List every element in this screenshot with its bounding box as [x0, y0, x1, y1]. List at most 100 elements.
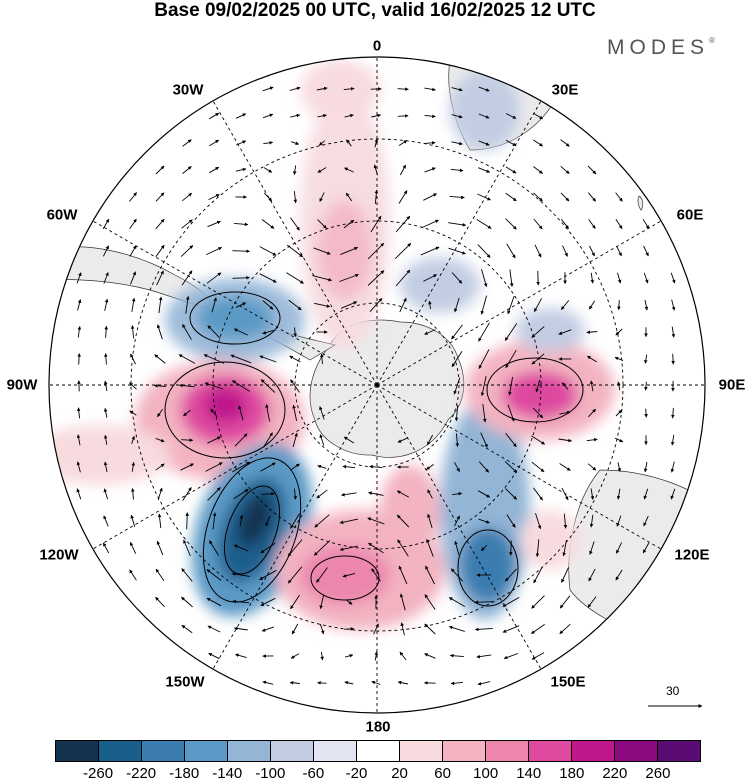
colorbar-tick-label: -260	[83, 765, 114, 782]
colorbar-tick-label: -20	[345, 765, 368, 782]
wind-arrow	[129, 245, 137, 257]
meridian-line	[212, 100, 378, 386]
wind-arrow	[262, 680, 274, 685]
wind-arrow	[207, 220, 221, 228]
wind-arrow	[77, 326, 82, 338]
wind-arrow	[586, 437, 598, 442]
wind-arrow	[509, 540, 513, 556]
pos-anomaly-west-max	[203, 387, 247, 423]
wind-arrow	[182, 166, 192, 174]
wind-arrow	[290, 513, 300, 529]
contour-south	[310, 555, 380, 601]
colorbar-swatch	[443, 741, 486, 761]
wind-arrow	[589, 245, 595, 257]
wind-arrow	[505, 349, 517, 369]
wind-arrow	[290, 379, 300, 393]
wind-arrow	[342, 572, 356, 578]
modes-logo: MODES®	[607, 36, 715, 60]
wind-arrow	[212, 512, 217, 530]
wind-arrow	[505, 218, 517, 230]
wind-arrow	[531, 435, 546, 445]
wind-arrow	[454, 297, 460, 313]
wind-arrow	[397, 539, 409, 557]
wind-arrow	[343, 219, 355, 229]
wind-arrow	[448, 597, 466, 607]
lon-label-120w: 120W	[39, 546, 79, 564]
wind-arrow	[339, 273, 359, 282]
meridian-line	[376, 384, 662, 550]
wind-arrow	[616, 515, 622, 527]
wind-arrow	[670, 434, 675, 446]
wind-arrow	[291, 623, 299, 635]
wind-arrow	[233, 544, 248, 552]
lon-label-60w: 60W	[46, 206, 78, 224]
wind-arrow	[617, 462, 622, 472]
neg-anomaly-sw-atlantic-core	[197, 296, 273, 340]
wind-arrow	[259, 246, 277, 256]
wind-arrow	[157, 513, 162, 529]
wind-arrow	[505, 432, 517, 448]
wind-arrow	[562, 245, 568, 257]
colorbar-swatch	[142, 741, 185, 761]
wind-arrow	[587, 165, 597, 175]
wind-arrow	[615, 192, 623, 202]
wind-arrow	[290, 463, 300, 471]
wind-arrow	[236, 302, 247, 308]
wind-arrow	[561, 219, 569, 229]
wind-arrow	[671, 353, 675, 365]
wind-arrow	[319, 595, 324, 610]
wind-arrow	[395, 215, 411, 233]
wind-arrow	[102, 245, 110, 257]
wind-arrow	[590, 488, 595, 500]
wind-arrow	[260, 597, 276, 607]
contour-southeast	[457, 529, 519, 607]
wind-arrow	[617, 300, 621, 311]
wind-arrow	[451, 141, 463, 146]
wind-arrow	[262, 113, 274, 119]
graticule	[49, 57, 705, 713]
wind-arrow	[671, 326, 676, 338]
wind-arrow	[155, 165, 165, 175]
wind-arrow	[588, 300, 596, 310]
wind-arrow	[587, 596, 597, 608]
wind-arrow	[423, 274, 438, 282]
wind-vectors	[76, 86, 676, 686]
wind-arrow	[502, 625, 520, 633]
wind-arrow	[181, 568, 193, 582]
wind-arrow	[341, 492, 357, 497]
colorbar-swatch	[314, 741, 357, 761]
wind-arrow	[289, 355, 301, 363]
wind-arrow	[316, 567, 328, 583]
wind-arrow	[531, 595, 545, 609]
wind-arrow	[76, 434, 81, 446]
wind-arrow	[451, 350, 463, 368]
wind-arrow	[211, 297, 217, 313]
wind-arrow	[502, 597, 520, 607]
wind-arrow	[424, 167, 436, 173]
wind-arrow	[371, 680, 381, 685]
contour-west	[164, 361, 286, 459]
wind-arrow	[642, 542, 650, 554]
wind-arrow	[369, 297, 383, 313]
wind-arrow	[506, 243, 516, 259]
wind-arrow	[397, 114, 409, 118]
wind-arrow	[615, 569, 623, 581]
wind-arrow	[206, 569, 222, 581]
wind-arrow	[129, 382, 137, 390]
wind-arrow	[317, 167, 327, 173]
wind-arrow	[291, 141, 300, 145]
wind-arrow	[314, 302, 331, 308]
colorbar	[55, 740, 701, 762]
wind-arrow	[670, 488, 676, 500]
wind-arrow	[587, 463, 597, 471]
wind-arrow	[290, 653, 300, 659]
wind-arrow	[477, 193, 491, 201]
wind-arrow	[480, 295, 488, 315]
colorbar-tick-label: -180	[169, 765, 200, 782]
wind-arrow	[209, 139, 220, 147]
wind-arrow	[533, 166, 543, 174]
wind-arrow	[261, 219, 275, 229]
wind-arrow	[260, 542, 276, 554]
wind-arrow	[474, 600, 494, 604]
wind-arrow	[507, 404, 515, 422]
